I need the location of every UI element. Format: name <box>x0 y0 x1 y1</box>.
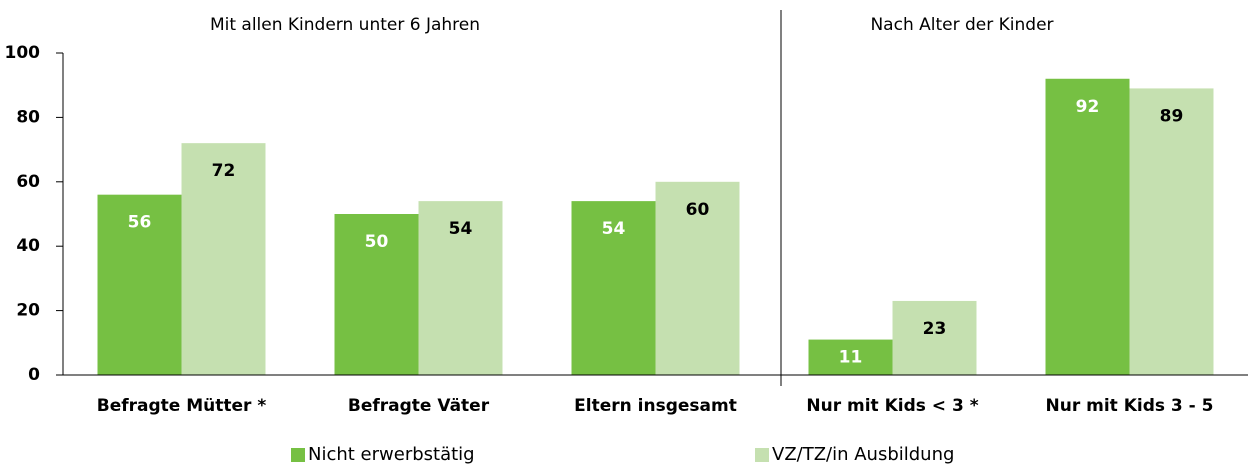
value-label: 50 <box>365 232 389 252</box>
bar <box>892 300 977 375</box>
value-label: 11 <box>839 347 863 367</box>
bar <box>571 201 656 375</box>
value-label: 23 <box>923 319 947 339</box>
legend-label: VZ/TZ/in Ausbildung <box>772 444 954 465</box>
value-label: 60 <box>686 200 710 220</box>
x-tick-label: Nur mit Kids 3 - 5 <box>1046 396 1214 416</box>
y-tick-label: 100 <box>5 43 41 63</box>
y-tick-label: 60 <box>16 172 40 192</box>
y-tick-label: 80 <box>16 107 40 127</box>
section-title: Nach Alter der Kinder <box>870 15 1053 35</box>
y-tick-label: 20 <box>16 301 40 321</box>
bar <box>181 143 266 375</box>
x-tick-label: Befragte Väter <box>348 396 490 416</box>
y-tick-label: 0 <box>28 365 40 385</box>
legend-swatch <box>291 448 305 462</box>
value-label: 54 <box>602 219 626 239</box>
value-label: 54 <box>449 219 473 239</box>
bar <box>655 181 740 375</box>
x-tick-label: Nur mit Kids < 3 * <box>806 396 978 416</box>
legend-label: Nicht erwerbstätig <box>308 444 475 465</box>
bar <box>97 194 182 375</box>
legend-swatch <box>755 448 769 462</box>
value-label: 92 <box>1076 97 1100 117</box>
value-label: 89 <box>1160 106 1184 126</box>
bar <box>808 339 893 375</box>
bar <box>418 201 503 375</box>
bar <box>1129 88 1214 376</box>
section-title: Mit allen Kindern unter 6 Jahren <box>210 15 480 35</box>
bar <box>334 214 419 375</box>
bar <box>1045 78 1130 375</box>
x-tick-label: Befragte Mütter * <box>97 396 267 416</box>
value-label: 56 <box>128 213 152 233</box>
value-label: 72 <box>212 161 236 181</box>
y-tick-label: 40 <box>16 236 40 256</box>
x-tick-label: Eltern insgesamt <box>574 396 737 416</box>
